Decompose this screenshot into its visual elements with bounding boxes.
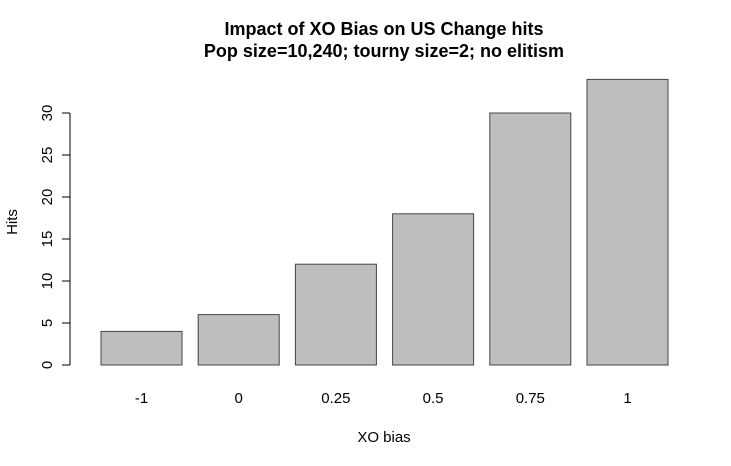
bar-0 — [197, 314, 280, 366]
y-axis: 0 5 10 15 20 25 30 — [39, 105, 71, 369]
y-tick-label: 20 — [39, 189, 56, 206]
bar-0.5 — [392, 213, 475, 366]
y-tick-label: 25 — [39, 147, 56, 164]
y-tick-label: 0 — [39, 361, 56, 369]
y-tick-label: 5 — [39, 319, 56, 327]
y-axis-label: Hits — [4, 209, 21, 235]
x-tick-labels: -1 0 0.25 0.5 0.75 1 — [135, 390, 632, 407]
bar-1 — [586, 78, 669, 366]
chart-title: Impact of XO Bias on US Change hits — [224, 19, 543, 39]
y-tick-label: 10 — [39, 273, 56, 290]
bars-group — [100, 78, 669, 366]
x-tick-label: 1 — [623, 390, 631, 407]
bar-0.25 — [294, 263, 377, 366]
x-tick-label: 0.5 — [423, 390, 444, 407]
x-tick-label: 0.75 — [516, 390, 545, 407]
x-axis-label: XO bias — [357, 429, 410, 446]
y-tick-label: 30 — [39, 105, 56, 122]
y-tick-label: 15 — [39, 231, 56, 248]
x-tick-label: 0 — [235, 390, 243, 407]
x-tick-label: -1 — [135, 390, 148, 407]
chart-subtitle: Pop size=10,240; tourny size=2; no eliti… — [204, 41, 564, 61]
x-tick-label: 0.25 — [321, 390, 350, 407]
bar-0.75 — [489, 112, 572, 366]
bar--1 — [100, 330, 183, 366]
